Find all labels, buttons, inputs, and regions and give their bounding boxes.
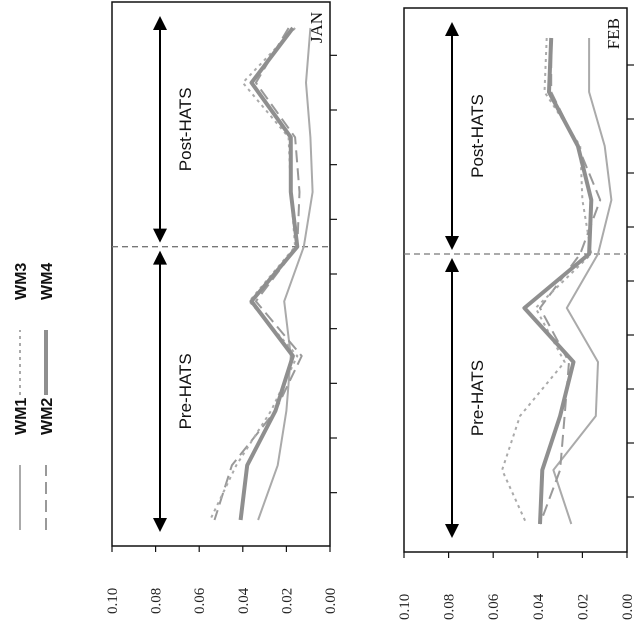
- series-line-wm1: [552, 38, 613, 525]
- series-line-wm1: [257, 27, 314, 521]
- panel-month-label: FEB: [604, 18, 623, 49]
- value-tick-label: 0.08: [442, 594, 458, 620]
- panel-feb: 0.10 0.08 0.06 0.04 0.02 0.00 Post-HATS Pre-HAT…: [397, 7, 636, 620]
- value-tick-label: 0.10: [397, 594, 413, 620]
- series-line-wm3: [209, 27, 299, 521]
- value-tick-label: 0.02: [279, 588, 295, 614]
- annotation-label: Pre-HATS: [176, 353, 195, 429]
- annotation-arrowhead-down: [153, 518, 167, 532]
- plot-frame: [111, 1, 331, 547]
- value-tick-label: 0.02: [575, 594, 591, 620]
- annotation-label: Pre-HATS: [468, 360, 487, 436]
- series-line-wm2: [539, 38, 602, 525]
- panel-jan: 0.10 0.08 0.06 0.04 0.02 0.00 Post-HATS Pre-HAT…: [105, 1, 339, 614]
- annotation-arrowhead-up: [153, 250, 167, 265]
- annotation-arrowhead-down: [445, 236, 459, 250]
- annotation-arrowhead-down: [153, 228, 167, 243]
- value-tick-label: 0.00: [620, 594, 636, 620]
- legend-label-wm1: WM1: [13, 398, 30, 435]
- value-tick-label: 0.04: [531, 593, 547, 620]
- legend: WM1 WM2 WM3 WM4: [13, 263, 56, 530]
- annotation-label: Post-HATS: [468, 94, 487, 178]
- annotation-arrowhead-up: [445, 258, 459, 272]
- value-tick-label: 0.06: [486, 593, 502, 620]
- value-tick-label: 0.06: [192, 587, 208, 614]
- annotation-arrowhead-down: [445, 524, 459, 538]
- legend-label-wm3: WM3: [13, 263, 30, 300]
- legend-label-wm2: WM2: [39, 398, 56, 435]
- annotation-arrowhead-up: [153, 16, 167, 30]
- legend-label-wm4: WM4: [39, 263, 56, 300]
- plot-frame: [403, 7, 628, 553]
- panel-month-label: JAN: [307, 12, 326, 43]
- annotation-label: Post-HATS: [176, 87, 195, 171]
- value-tick-label: 0.10: [105, 588, 121, 614]
- value-tick-label: 0.04: [236, 587, 252, 614]
- series-line-wm4: [522, 37, 594, 525]
- series-line-wm4: [238, 26, 300, 521]
- value-tick-label: 0.00: [323, 588, 339, 614]
- value-tick-label: 0.08: [149, 588, 165, 614]
- annotation-arrowhead-up: [445, 22, 459, 36]
